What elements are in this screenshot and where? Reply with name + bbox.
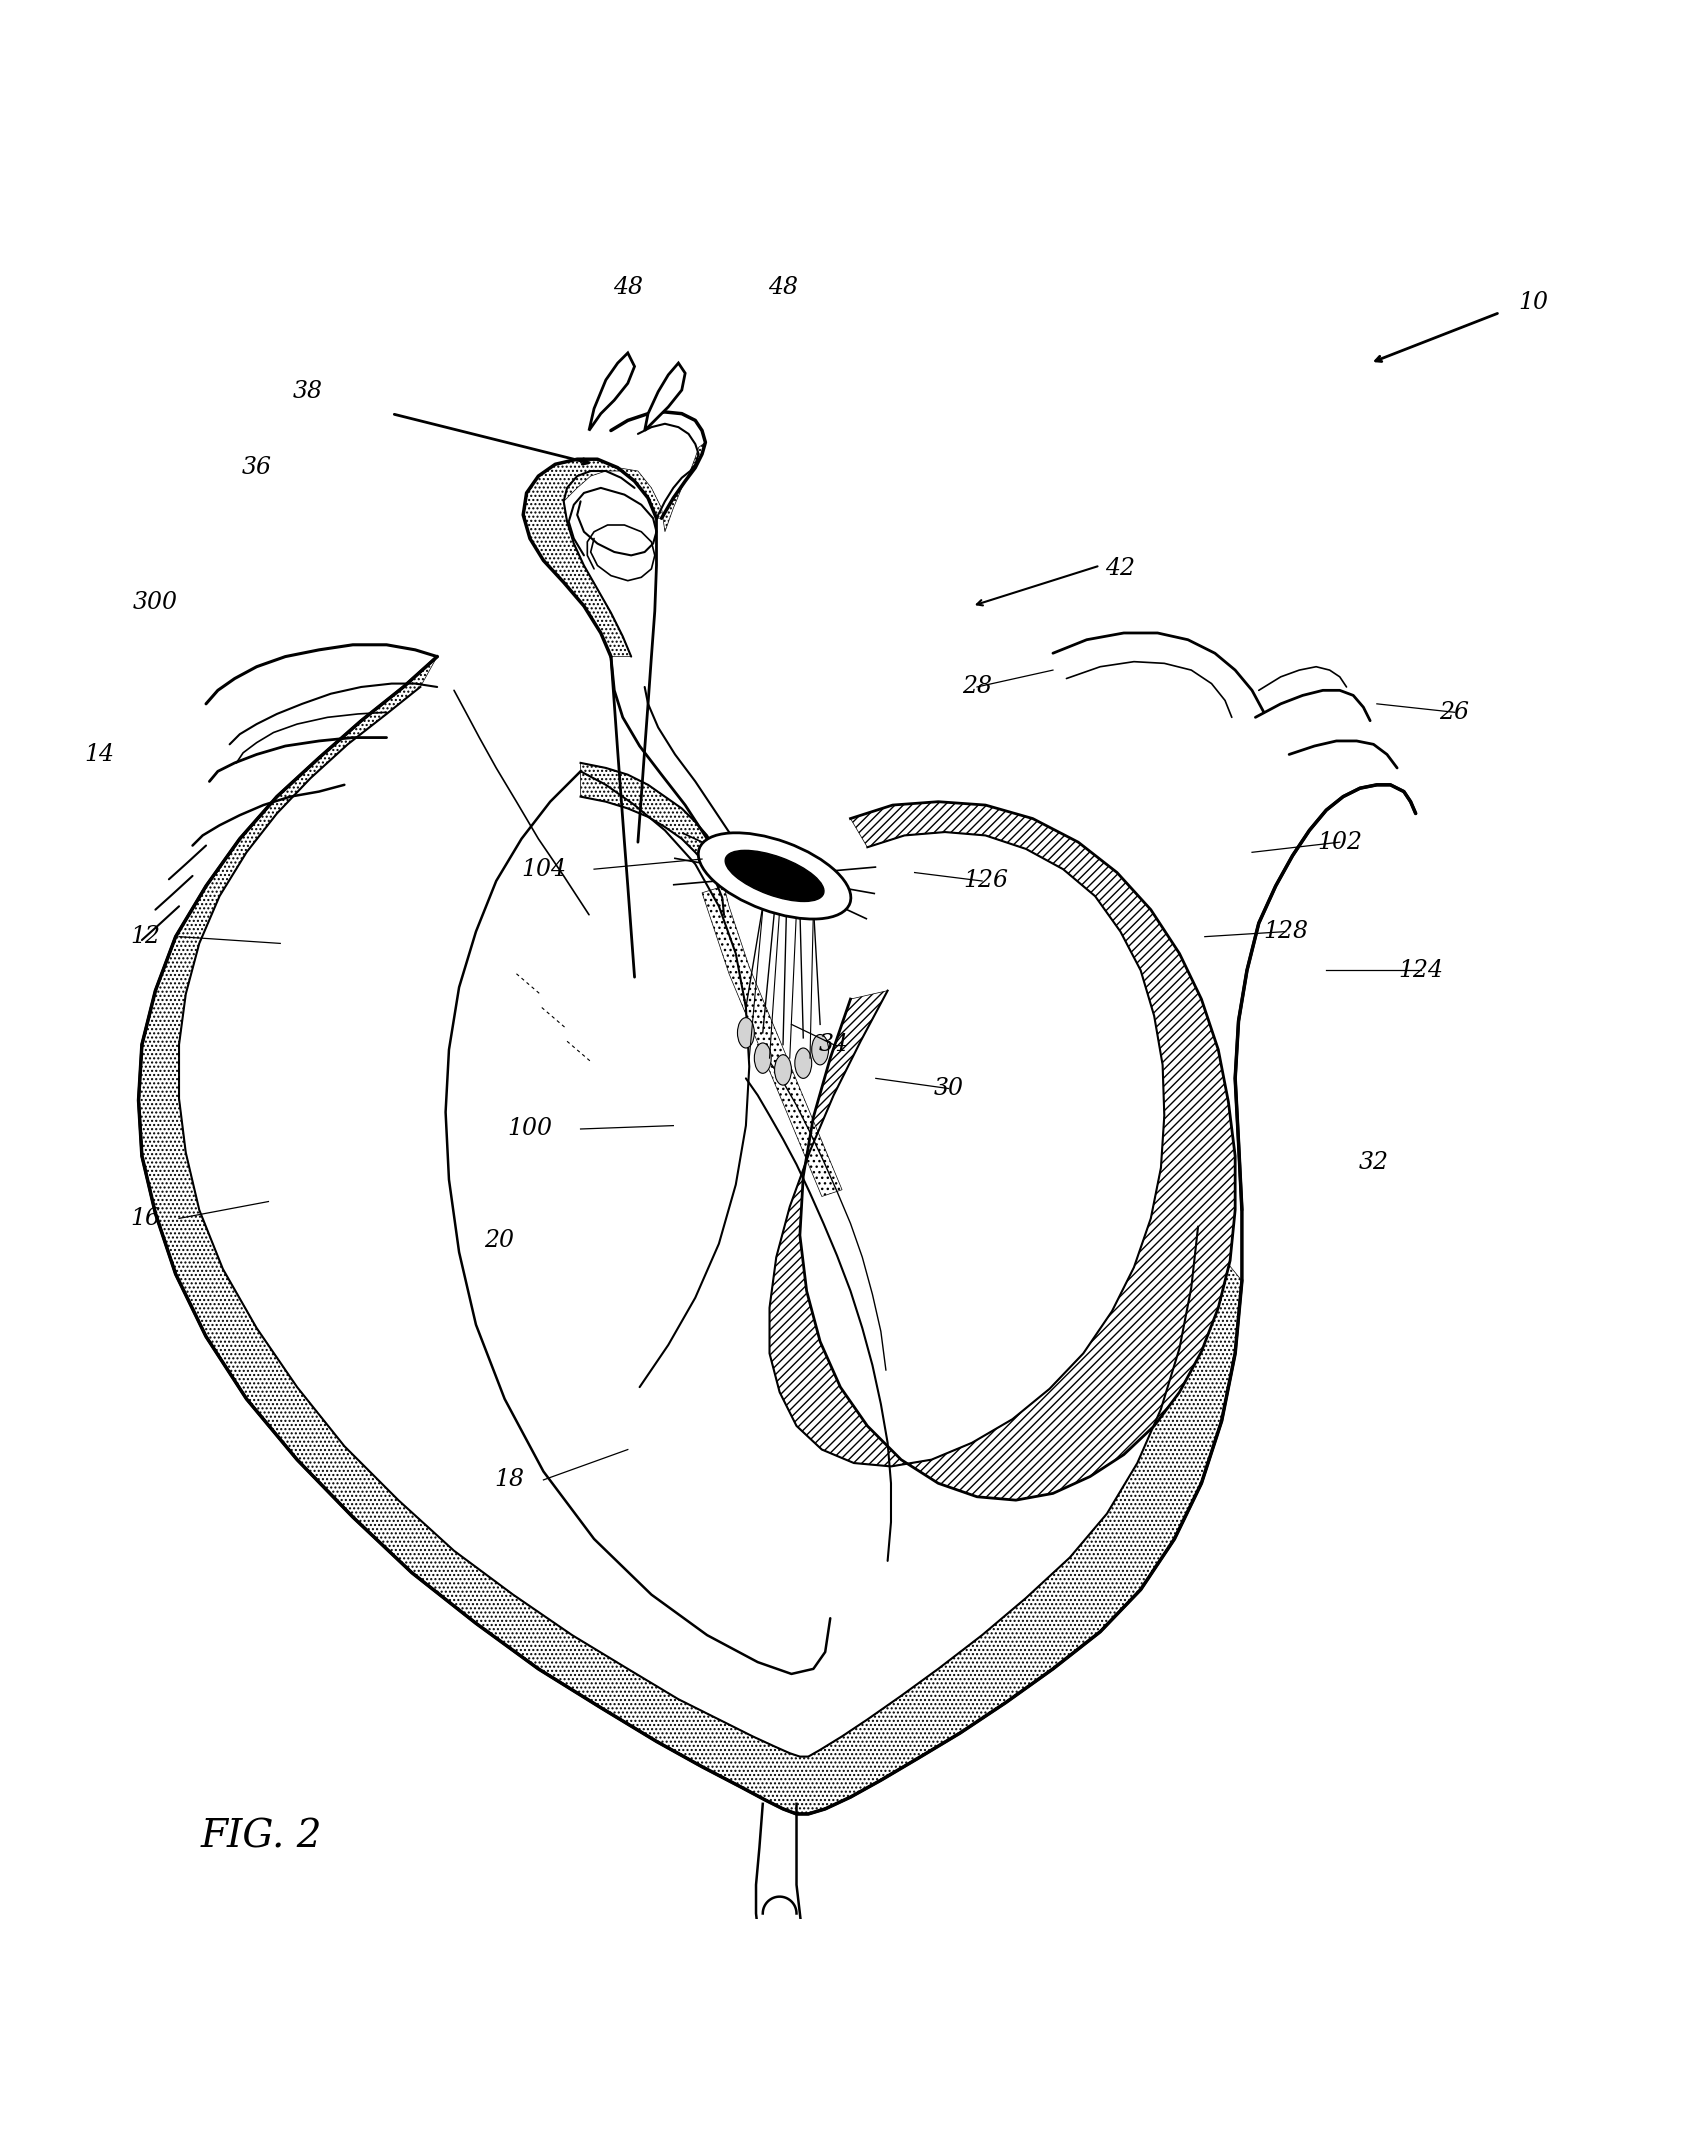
Text: 10: 10 [1519,290,1550,314]
Polygon shape [589,353,634,430]
Text: 300: 300 [133,591,179,615]
Text: 32: 32 [1359,1150,1388,1174]
Text: 36: 36 [242,456,272,479]
Text: 20: 20 [485,1230,515,1251]
Text: 48: 48 [612,275,643,299]
Text: 34: 34 [818,1034,849,1056]
Text: 128: 128 [1264,920,1308,944]
Text: 100: 100 [507,1118,553,1140]
Ellipse shape [794,1047,811,1079]
Polygon shape [703,886,842,1195]
Polygon shape [138,656,1242,1815]
Ellipse shape [811,1034,828,1064]
Ellipse shape [725,851,823,901]
Ellipse shape [774,1056,791,1086]
Ellipse shape [738,1017,754,1047]
Text: 124: 124 [1398,959,1442,983]
Text: 48: 48 [769,275,798,299]
Text: 26: 26 [1439,701,1470,725]
Text: 16: 16 [131,1206,160,1230]
Polygon shape [617,443,706,531]
Text: 126: 126 [963,869,1009,892]
Text: 14: 14 [85,744,114,765]
Text: 28: 28 [963,675,992,699]
Polygon shape [580,763,725,914]
Text: 30: 30 [934,1077,963,1101]
Ellipse shape [699,832,850,918]
Polygon shape [769,802,1235,1501]
Text: 18: 18 [495,1468,524,1492]
Polygon shape [645,363,686,430]
Text: FIG. 2: FIG. 2 [201,1819,323,1855]
Text: 38: 38 [293,381,321,404]
Text: 42: 42 [1106,557,1136,580]
Text: 12: 12 [131,924,160,948]
Polygon shape [524,460,631,656]
Text: 104: 104 [521,858,566,881]
Ellipse shape [754,1043,771,1073]
Text: 102: 102 [1317,830,1363,854]
